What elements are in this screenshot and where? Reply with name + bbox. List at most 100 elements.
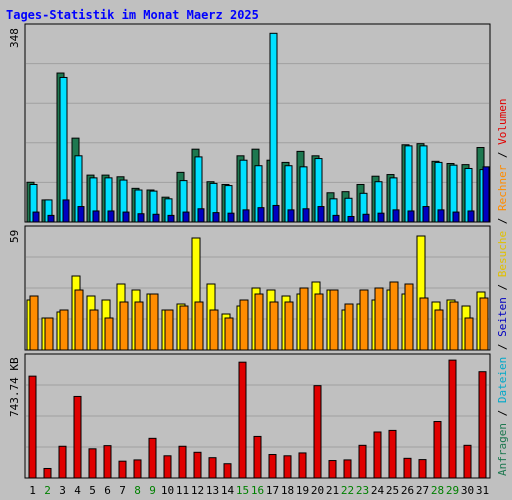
- bar-volumen: [118, 460, 127, 479]
- bar-volumen: [418, 459, 427, 479]
- y-max-label: 59: [8, 229, 21, 244]
- legend-entry: Rechner: [496, 164, 509, 212]
- x-tick-label: 23: [356, 484, 369, 497]
- bar-volumen: [298, 452, 307, 479]
- bar-seiten: [182, 211, 190, 223]
- bar-seiten: [452, 211, 460, 223]
- bar-volumen: [208, 457, 217, 479]
- bar-volumen: [73, 395, 82, 479]
- legend-entry: Anfragen: [496, 423, 509, 476]
- bar-rechner: [269, 301, 279, 351]
- bar-rechner: [179, 305, 189, 351]
- bar-rechner: [314, 293, 324, 351]
- x-tick-label: 21: [326, 484, 339, 497]
- x-tick-label: 15: [236, 484, 249, 497]
- bar-seiten: [302, 208, 310, 223]
- bar-volumen: [433, 421, 442, 479]
- bar-rechner: [119, 301, 129, 351]
- x-tick-label: 27: [416, 484, 429, 497]
- bar-rechner: [464, 317, 474, 351]
- x-tick-label: 11: [176, 484, 189, 497]
- bar-seiten: [317, 206, 325, 223]
- x-tick-label: 13: [206, 484, 219, 497]
- bar-volumen: [478, 371, 487, 479]
- bar-rechner: [44, 317, 54, 351]
- bar-rechner: [149, 293, 159, 351]
- bar-seiten: [407, 210, 415, 223]
- bar-rechner: [29, 295, 39, 351]
- bar-rechner: [164, 309, 174, 351]
- bar-rechner: [89, 309, 99, 351]
- bar-rechner: [194, 301, 204, 351]
- bar-seiten: [107, 210, 115, 223]
- bar-seiten: [62, 199, 70, 223]
- bar-volumen: [133, 459, 142, 479]
- bar-seiten: [347, 215, 355, 223]
- bar-seiten: [32, 211, 40, 223]
- bar-rechner: [59, 309, 69, 351]
- legend-entry: /: [496, 211, 509, 231]
- bar-volumen: [403, 457, 412, 479]
- bar-rechner: [344, 303, 354, 351]
- x-tick-label: 19: [296, 484, 309, 497]
- x-tick-label: 28: [431, 484, 444, 497]
- x-tick-label: 20: [311, 484, 324, 497]
- bar-volumen: [88, 448, 97, 479]
- bar-seiten: [227, 212, 235, 223]
- legend-entry: /: [496, 144, 509, 165]
- bar-seiten: [392, 209, 400, 223]
- bar-volumen: [313, 385, 322, 479]
- bar-seiten: [287, 209, 295, 223]
- bar-rechner: [284, 301, 294, 351]
- x-tick-label: 17: [266, 484, 279, 497]
- bar-volumen: [373, 431, 382, 479]
- bar-seiten: [152, 213, 160, 223]
- bar-rechner: [74, 289, 84, 351]
- x-tick-label: 16: [251, 484, 264, 497]
- bar-seiten: [167, 214, 175, 223]
- y-max-label: 348: [8, 27, 21, 48]
- bar-volumen: [358, 444, 367, 479]
- x-tick-label: 18: [281, 484, 294, 497]
- bar-seiten: [77, 206, 85, 223]
- legend-entry: /: [496, 403, 509, 424]
- bar-rechner: [449, 301, 459, 351]
- legend-entry: Dateien: [496, 356, 509, 404]
- bar-rechner: [359, 289, 369, 351]
- bar-seiten: [467, 210, 475, 223]
- bar-seiten: [242, 209, 250, 223]
- bar-seiten: [422, 206, 430, 223]
- x-tick-label: 4: [74, 484, 81, 497]
- bar-volumen: [448, 359, 457, 479]
- series-legend: Anfragen / Dateien / Seiten / Besuche / …: [496, 98, 509, 476]
- bar-rechner: [104, 317, 114, 351]
- bar-seiten: [362, 213, 370, 223]
- bar-volumen: [193, 451, 202, 479]
- x-tick-label: 30: [461, 484, 474, 497]
- bar-rechner: [209, 309, 219, 351]
- bar-rechner: [329, 289, 339, 351]
- bar-rechner: [299, 287, 309, 351]
- bar-volumen: [58, 445, 67, 479]
- bar-volumen: [148, 437, 157, 479]
- bar-seiten: [212, 212, 220, 223]
- x-tick-label: 10: [161, 484, 174, 497]
- bar-volumen: [163, 455, 172, 479]
- x-tick-label: 24: [371, 484, 385, 497]
- bar-rechner: [224, 317, 234, 351]
- x-tick-label: 25: [386, 484, 399, 497]
- x-tick-label: 26: [401, 484, 414, 497]
- bar-seiten: [197, 208, 205, 223]
- bar-volumen: [253, 435, 262, 479]
- x-tick-label: 14: [221, 484, 235, 497]
- bar-rechner: [374, 287, 384, 351]
- bar-volumen: [328, 460, 337, 479]
- bar-seiten: [377, 212, 385, 223]
- bar-volumen: [43, 467, 52, 479]
- bar-seiten: [137, 213, 145, 223]
- bar-volumen: [343, 459, 352, 479]
- bar-rechner: [404, 283, 414, 351]
- bar-seiten: [122, 211, 130, 223]
